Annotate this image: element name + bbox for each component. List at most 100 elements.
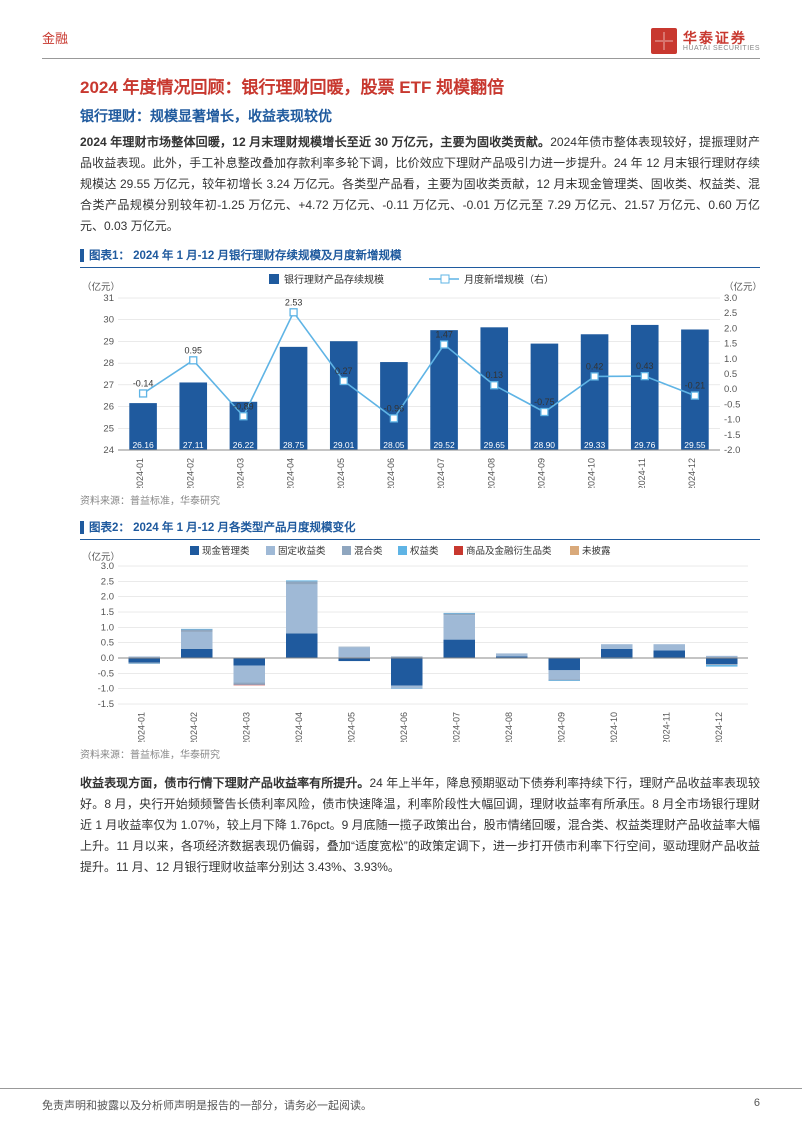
page-title: 2024 年度情况回顾：银行理财回暖，股票 ETF 规模翻倍 <box>80 73 760 98</box>
svg-text:2024-08: 2024-08 <box>486 458 496 488</box>
svg-text:2024-08: 2024-08 <box>504 712 514 742</box>
svg-text:2024-12: 2024-12 <box>714 712 724 742</box>
disclaimer: 免责声明和披露以及分析师声明是报告的一部分，请务必一起阅读。 <box>42 1097 372 1113</box>
svg-text:28.90: 28.90 <box>534 440 556 450</box>
svg-text:27: 27 <box>103 380 114 391</box>
svg-text:1.5: 1.5 <box>724 339 737 350</box>
svg-text:1.5: 1.5 <box>101 607 114 618</box>
chart2: （亿元）现金管理类固定收益类混合类权益类商品及金融衍生品类未披露-1.5-1.0… <box>80 542 760 742</box>
paragraph-1: 2024 年理财市场整体回暖，12 月末理财规模增长至近 30 万亿元，主要为固… <box>80 132 760 237</box>
svg-text:2024-07: 2024-07 <box>436 458 446 488</box>
svg-text:24: 24 <box>103 445 114 456</box>
svg-text:2024-12: 2024-12 <box>687 458 697 488</box>
chart2-rule <box>80 539 760 540</box>
svg-text:2024-01: 2024-01 <box>136 712 146 742</box>
svg-text:2024-04: 2024-04 <box>294 712 304 742</box>
svg-text:未披露: 未披露 <box>582 545 611 557</box>
svg-text:29.52: 29.52 <box>433 440 455 450</box>
svg-text:29.65: 29.65 <box>484 440 506 450</box>
svg-text:1.0: 1.0 <box>724 354 737 365</box>
svg-text:2024-05: 2024-05 <box>336 458 346 488</box>
chart2-source: 资料来源：普益标准，华泰研究 <box>80 746 760 761</box>
svg-text:28: 28 <box>103 358 114 369</box>
svg-text:29.33: 29.33 <box>584 440 606 450</box>
footer: 免责声明和披露以及分析师声明是报告的一部分，请务必一起阅读。 6 <box>0 1088 802 1113</box>
svg-text:31: 31 <box>103 293 114 304</box>
chart2-title: 图表2： 2024 年 1 月-12 月各类型产品月度规模变化 <box>89 519 355 535</box>
svg-text:29.01: 29.01 <box>333 440 355 450</box>
logo-icon <box>651 28 677 54</box>
svg-text:2.5: 2.5 <box>724 308 737 319</box>
sector-label: 金融 <box>42 28 68 47</box>
svg-text:月度新增规模（右）: 月度新增规模（右） <box>464 273 554 286</box>
svg-text:2024-02: 2024-02 <box>189 712 199 742</box>
svg-text:-0.21: -0.21 <box>685 381 706 391</box>
svg-text:30: 30 <box>103 315 114 326</box>
logo-cn: 华泰证券 <box>683 31 760 45</box>
svg-text:2024-11: 2024-11 <box>661 712 671 742</box>
svg-text:2024-03: 2024-03 <box>241 712 251 742</box>
svg-text:0.27: 0.27 <box>335 366 353 376</box>
svg-text:2.5: 2.5 <box>101 576 114 587</box>
svg-text:2024-09: 2024-09 <box>556 712 566 742</box>
chart1-source: 资料来源：普益标准，华泰研究 <box>80 492 760 507</box>
svg-text:27.11: 27.11 <box>183 440 204 450</box>
svg-text:-1.5: -1.5 <box>98 699 114 710</box>
chart1-header: 图表1： 2024 年 1 月-12 月银行理财存续规模及月度新增规模 <box>80 247 760 263</box>
svg-text:固定收益类: 固定收益类 <box>278 545 326 557</box>
svg-text:25: 25 <box>103 423 114 434</box>
section-subtitle: 银行理财：规模显著增长，收益表现较优 <box>80 106 760 126</box>
logo-en: HUATAI SECURITIES <box>683 45 760 52</box>
svg-text:-0.75: -0.75 <box>534 397 555 407</box>
svg-text:29: 29 <box>103 336 114 347</box>
svg-text:0.95: 0.95 <box>184 345 202 355</box>
svg-text:2.0: 2.0 <box>101 592 114 603</box>
svg-text:-1.0: -1.0 <box>98 684 114 695</box>
paragraph-2: 收益表现方面，债市行情下理财产品收益率有所提升。24 年上半年，降息预期驱动下债… <box>80 773 760 878</box>
svg-text:2.53: 2.53 <box>285 297 303 307</box>
svg-text:29.76: 29.76 <box>634 440 656 450</box>
svg-text:3.0: 3.0 <box>101 561 114 572</box>
svg-text:26: 26 <box>103 402 114 413</box>
chart1-title: 图表1： 2024 年 1 月-12 月银行理财存续规模及月度新增规模 <box>89 247 401 263</box>
page-number: 6 <box>754 1097 760 1113</box>
svg-text:权益类: 权益类 <box>410 545 439 557</box>
svg-text:3.0: 3.0 <box>724 293 737 304</box>
chart1: 银行理财产品存续规模月度新增规模（右）（亿元）（亿元）2425262728293… <box>80 270 760 488</box>
svg-text:2024-10: 2024-10 <box>587 458 597 488</box>
svg-text:-0.14: -0.14 <box>133 378 154 388</box>
svg-text:2.0: 2.0 <box>724 323 737 334</box>
svg-text:0.0: 0.0 <box>724 384 737 395</box>
chart-bullet-icon <box>80 249 84 262</box>
svg-text:-0.5: -0.5 <box>98 668 114 679</box>
chart2-header: 图表2： 2024 年 1 月-12 月各类型产品月度规模变化 <box>80 519 760 535</box>
svg-text:2024-06: 2024-06 <box>399 712 409 742</box>
svg-text:（亿元）: （亿元） <box>724 281 758 293</box>
svg-text:（亿元）: （亿元） <box>82 281 120 293</box>
logo: 华泰证券 HUATAI SECURITIES <box>651 28 760 54</box>
svg-text:2024-07: 2024-07 <box>451 712 461 742</box>
svg-text:26.22: 26.22 <box>233 440 255 450</box>
svg-text:2024-11: 2024-11 <box>637 458 647 488</box>
svg-text:0.43: 0.43 <box>636 361 654 371</box>
svg-text:29.55: 29.55 <box>684 440 706 450</box>
svg-text:1.0: 1.0 <box>101 622 114 633</box>
svg-text:-0.96: -0.96 <box>384 403 405 413</box>
svg-text:-1.5: -1.5 <box>724 430 740 441</box>
svg-text:商品及金融衍生品类: 商品及金融衍生品类 <box>466 545 552 557</box>
svg-text:2024-01: 2024-01 <box>135 458 145 488</box>
svg-text:2024-09: 2024-09 <box>536 458 546 488</box>
svg-text:26.16: 26.16 <box>132 440 154 450</box>
svg-text:1.47: 1.47 <box>435 330 453 340</box>
svg-text:0.5: 0.5 <box>101 638 114 649</box>
svg-text:-2.0: -2.0 <box>724 445 740 456</box>
svg-text:-0.89: -0.89 <box>233 401 254 411</box>
chart1-rule <box>80 267 760 268</box>
svg-text:2024-05: 2024-05 <box>346 712 356 742</box>
svg-text:2024-06: 2024-06 <box>386 458 396 488</box>
svg-text:-0.5: -0.5 <box>724 399 740 410</box>
svg-text:2024-03: 2024-03 <box>235 458 245 488</box>
svg-text:28.05: 28.05 <box>383 440 405 450</box>
svg-text:0.42: 0.42 <box>586 361 604 371</box>
svg-text:0.5: 0.5 <box>724 369 737 380</box>
